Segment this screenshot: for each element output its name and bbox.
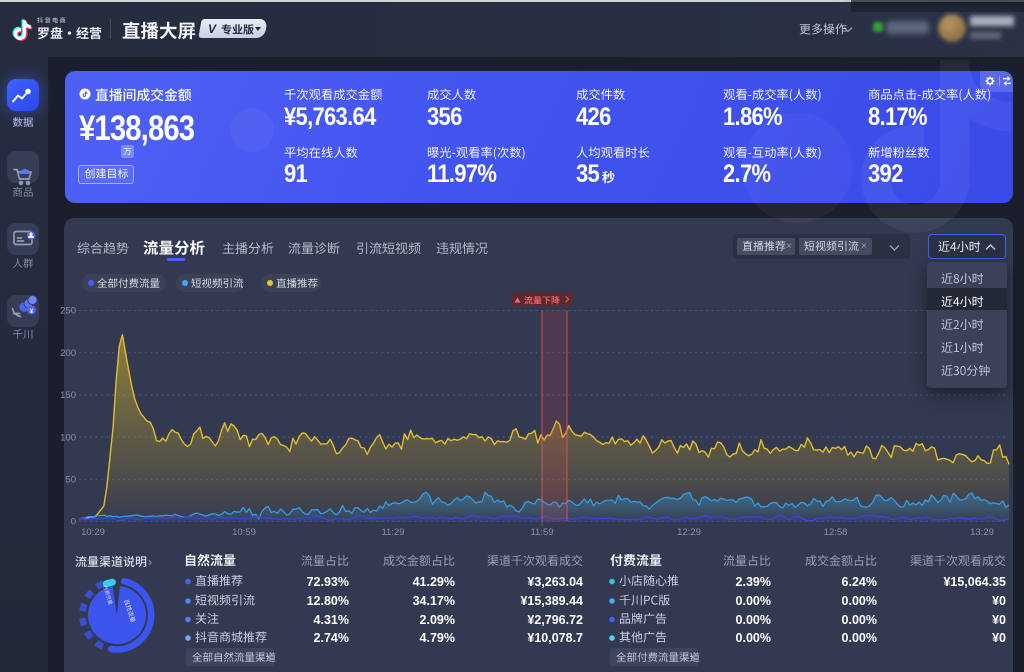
svg-text:10:59: 10:59 [232, 527, 256, 538]
svg-text:100: 100 [60, 432, 76, 443]
svg-text:13:29: 13:29 [970, 527, 994, 538]
svg-text:200: 200 [60, 348, 76, 359]
svg-text:11:29: 11:29 [381, 527, 404, 538]
svg-text:150: 150 [60, 390, 76, 401]
svg-text:10:29: 10:29 [81, 527, 105, 538]
svg-text:250: 250 [60, 306, 76, 317]
svg-text:11:59: 11:59 [530, 527, 553, 538]
svg-text:12:29: 12:29 [677, 527, 701, 538]
svg-text:0: 0 [71, 517, 76, 528]
svg-text:12:58: 12:58 [824, 527, 848, 538]
svg-text:50: 50 [65, 475, 76, 486]
